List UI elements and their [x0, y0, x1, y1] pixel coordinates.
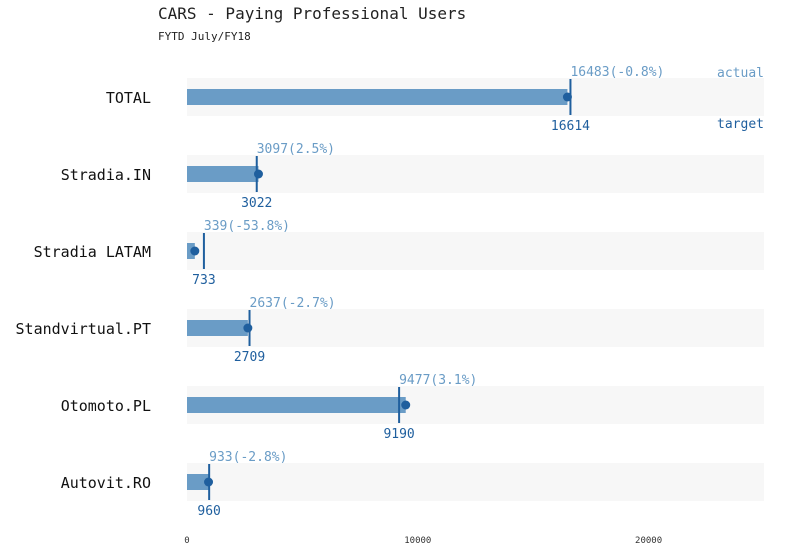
category-label: Stradia LATAM: [34, 243, 151, 261]
actual-value-label: 3097(2.5%): [257, 142, 335, 157]
actual-bar: [187, 474, 209, 490]
actual-value-label: 9477(3.1%): [399, 373, 477, 388]
target-value-label: 3022: [241, 196, 272, 211]
actual-dot: [204, 477, 214, 487]
category-label: Autovit.RO: [61, 474, 151, 492]
target-value-label: 2709: [234, 350, 265, 365]
actual-dot: [562, 92, 572, 102]
actual-value-label: 933(-2.8%): [209, 450, 287, 465]
x-tick-label: 20000: [635, 536, 662, 546]
actual-value-label: 2637(-2.7%): [250, 296, 336, 311]
actual-bar: [187, 166, 259, 182]
legend-actual: actual: [717, 66, 764, 81]
target-value-label: 9190: [383, 427, 414, 442]
actual-dot: [243, 323, 253, 333]
chart-subtitle: FYTD July/FY18: [158, 30, 251, 43]
range-track: [187, 309, 764, 347]
actual-value-label: 16483(-0.8%): [570, 65, 664, 80]
target-value-label: 733: [192, 273, 215, 288]
actual-dot: [401, 400, 411, 410]
actual-value-label: 339(-53.8%): [204, 219, 290, 234]
category-label: Stradia.IN: [61, 166, 151, 184]
actual-bar: [187, 89, 568, 105]
actual-bar: [187, 320, 248, 336]
category-label: TOTAL: [106, 89, 151, 107]
category-label: Otomoto.PL: [61, 397, 151, 415]
actual-bar: [187, 397, 406, 413]
target-value-label: 16614: [551, 119, 590, 134]
actual-dot: [190, 246, 200, 256]
range-track: [187, 463, 764, 501]
range-track: [187, 232, 764, 270]
category-label: Standvirtual.PT: [16, 320, 151, 338]
actual-dot: [253, 169, 263, 179]
range-track: [187, 155, 764, 193]
x-tick-label: 10000: [404, 536, 431, 546]
target-value-label: 960: [197, 504, 220, 519]
x-tick-label: 0: [184, 536, 189, 546]
chart-title: CARS - Paying Professional Users: [158, 4, 467, 23]
legend-target: target: [717, 117, 764, 132]
